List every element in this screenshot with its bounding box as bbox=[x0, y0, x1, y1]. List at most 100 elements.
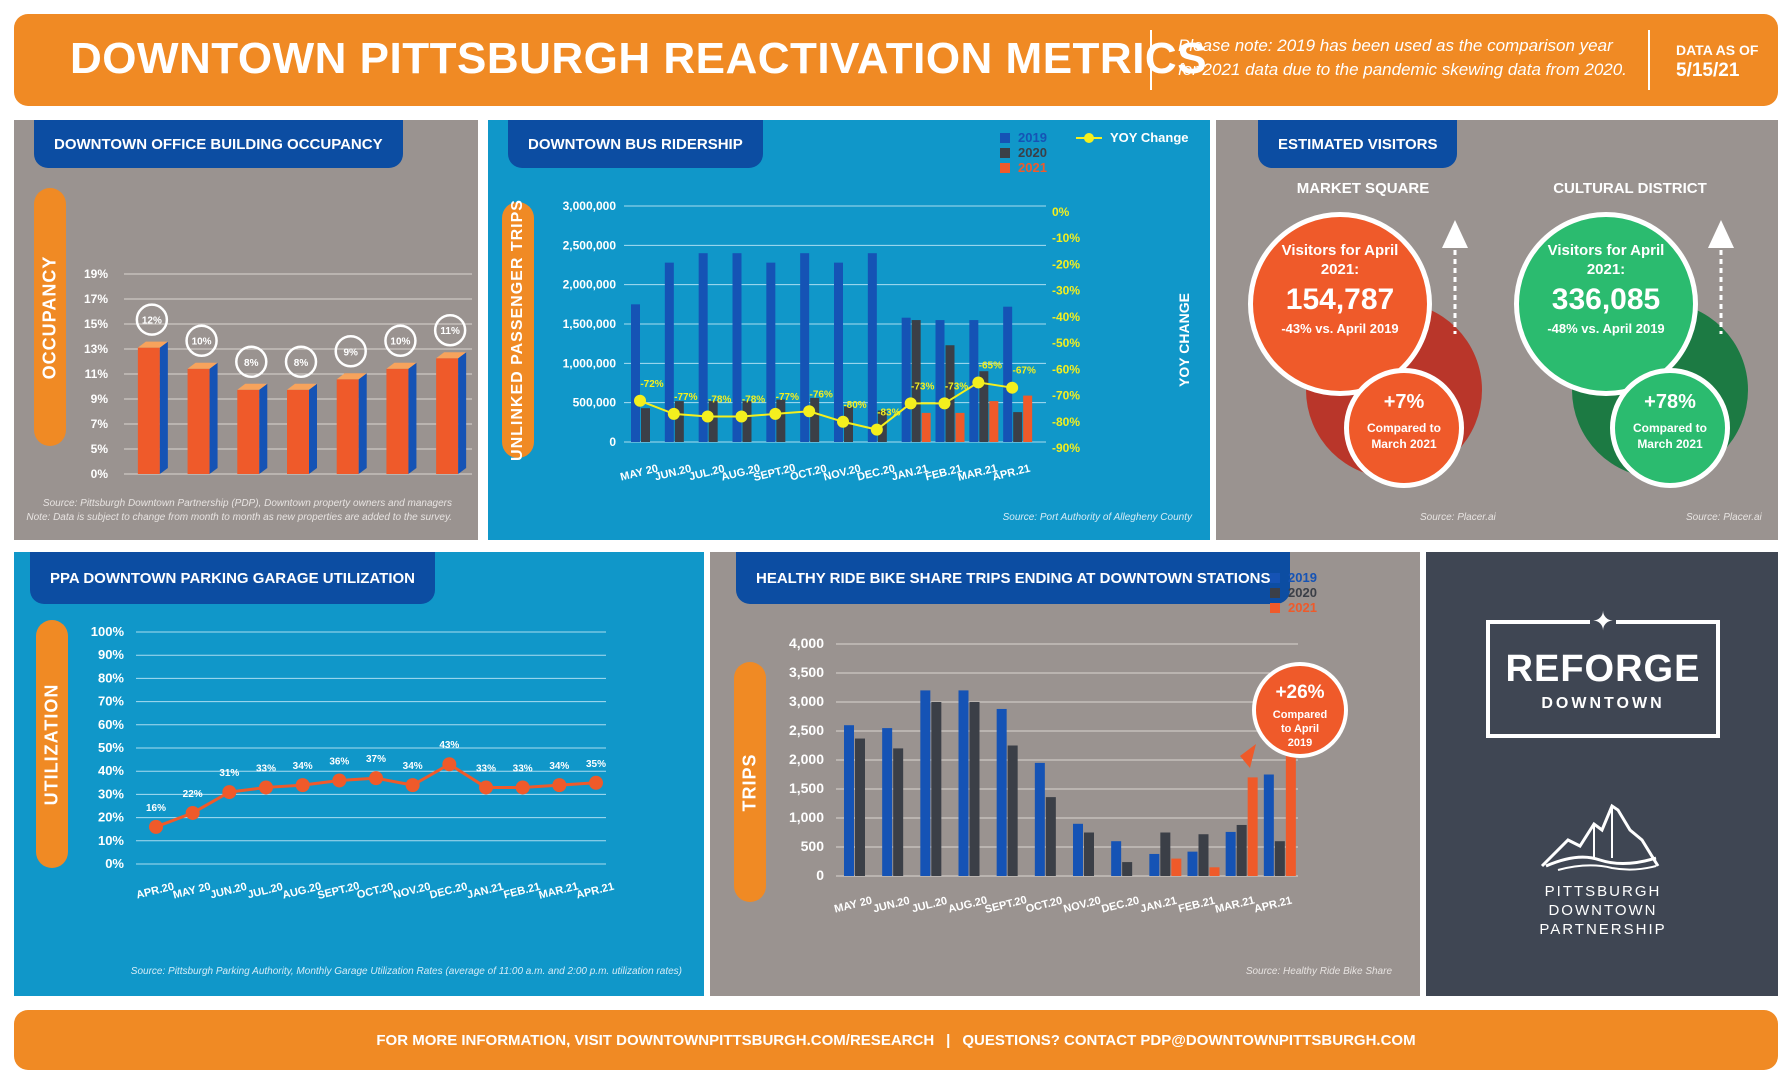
y-tick-label: 3,500 bbox=[789, 664, 824, 680]
yoy-label: -78% bbox=[708, 395, 731, 406]
y-tick-label: 0% bbox=[91, 467, 109, 480]
bike-chart: 0 500 1,000 1,500 2,000 2,500 3,000 3,500 4,000 M… bbox=[789, 635, 1298, 916]
x-tick-label: MAR.21 bbox=[538, 880, 580, 901]
y-tick-label: 1,500 bbox=[789, 780, 824, 796]
yoy-point bbox=[735, 410, 748, 423]
brand-panel: ✦ REFORGE DOWNTOWN PITTSBURGH DOWNTOWN P… bbox=[1426, 552, 1778, 996]
y-tick-label: 20% bbox=[98, 810, 124, 825]
data-label: 36% bbox=[329, 756, 349, 767]
x-tick-label: DEC.20 bbox=[1100, 895, 1140, 916]
y2-tick-label: -90% bbox=[1052, 441, 1080, 455]
bike-panel: HEALTHY RIDE BIKE SHARE TRIPS ENDING AT … bbox=[710, 552, 1420, 996]
bar-side bbox=[458, 352, 467, 474]
reforge-logo: ✦ REFORGE DOWNTOWN bbox=[1486, 606, 1720, 738]
bar-2020 bbox=[945, 345, 955, 442]
y-tick-label: 17% bbox=[84, 292, 108, 306]
data-label-circle bbox=[384, 324, 417, 357]
yoy-label: -77% bbox=[776, 392, 799, 403]
footer-contact-link[interactable]: QUESTIONS? CONTACT PDP@DOWNTOWNPITTSBURG… bbox=[962, 1031, 1416, 1049]
bar-2020 bbox=[969, 702, 980, 876]
y2-tick-label: -10% bbox=[1052, 231, 1080, 245]
legend-2021: 2021 bbox=[1270, 600, 1317, 615]
cultural-change-bubble: +78% Compared to March 2021 bbox=[1610, 368, 1730, 488]
utilization-point bbox=[479, 780, 493, 795]
data-label: 8% bbox=[294, 358, 309, 369]
bus-panel: DOWNTOWN BUS RIDERSHIP UNLINKED PASSENGE… bbox=[488, 120, 1210, 540]
bike-source: Source: Healthy Ride Bike Share bbox=[1245, 966, 1392, 977]
data-label-circle bbox=[334, 335, 367, 368]
bar-2019 bbox=[867, 253, 877, 442]
bus-axis-label: UNLINKED PASSENGER TRIPS bbox=[502, 199, 534, 461]
data-label: 16% bbox=[146, 803, 166, 814]
footer-research-link[interactable]: FOR MORE INFORMATION, VISIT DOWNTOWNPITT… bbox=[376, 1031, 935, 1049]
bar-2020 bbox=[1122, 862, 1133, 876]
up-arrow-icon bbox=[1442, 220, 1468, 334]
bar-2020 bbox=[674, 401, 684, 442]
y-tick-label: 2,500,000 bbox=[563, 238, 617, 252]
y2-tick-label: 0% bbox=[1052, 205, 1070, 219]
bar-2019 bbox=[901, 317, 911, 442]
data-label-circle bbox=[135, 303, 169, 336]
bike-axis-label: TRIPS bbox=[734, 662, 766, 902]
yoy-label: -65% bbox=[979, 360, 1002, 371]
bar-2019 bbox=[1073, 823, 1083, 876]
utilization-point bbox=[369, 771, 383, 786]
yoy-point bbox=[972, 376, 985, 389]
data-label-circle bbox=[433, 313, 467, 347]
y-tick-label: 3,000,000 bbox=[563, 199, 617, 213]
bar-2020 bbox=[810, 397, 820, 442]
y-tick-label: 0 bbox=[609, 435, 616, 449]
utilization-point bbox=[552, 778, 567, 793]
bar-2020 bbox=[1007, 745, 1018, 876]
bar bbox=[237, 389, 260, 474]
x-tick-label: APR.21 bbox=[575, 881, 615, 902]
bar-side bbox=[408, 362, 417, 474]
y-tick-label: 2,000,000 bbox=[563, 278, 617, 292]
pdp-logo-text: PITTSBURGH DOWNTOWN PARTNERSHIP bbox=[1539, 883, 1667, 938]
bar-side bbox=[309, 383, 317, 474]
bike-title: HEALTHY RIDE BIKE SHARE TRIPS ENDING AT … bbox=[736, 552, 1291, 604]
y-tick-label: 90% bbox=[98, 647, 124, 662]
x-tick-label: NOV.20 bbox=[392, 881, 432, 902]
data-label: 8% bbox=[244, 358, 259, 369]
header-divider bbox=[1648, 30, 1650, 90]
yoy-point bbox=[1006, 381, 1019, 394]
bar-top bbox=[436, 352, 467, 359]
bar-2021 bbox=[1247, 777, 1258, 876]
bar-2019 bbox=[1263, 774, 1274, 876]
bar-2020 bbox=[844, 406, 853, 442]
data-label: 12% bbox=[142, 316, 162, 327]
x-tick-label: MAY 20 bbox=[172, 881, 212, 902]
data-label-circle bbox=[185, 324, 218, 357]
data-label: 33% bbox=[256, 763, 276, 774]
y-tick-label: 40% bbox=[98, 763, 124, 778]
y-tick-label: 13% bbox=[84, 342, 108, 356]
y2-tick-label: -80% bbox=[1052, 415, 1080, 429]
bar-2019 bbox=[698, 253, 708, 442]
x-tick-label: JUN.20 bbox=[209, 881, 248, 902]
bar-2019 bbox=[1187, 851, 1198, 876]
bar-2019 bbox=[732, 253, 742, 442]
bar-2020 bbox=[1045, 797, 1056, 876]
header-banner: DOWNTOWN PITTSBURGH REACTIVATION METRICS… bbox=[14, 14, 1778, 106]
bar-2019 bbox=[631, 304, 640, 442]
bar bbox=[287, 389, 309, 474]
x-tick-label: APR.21 bbox=[991, 463, 1031, 484]
bar-2019 bbox=[664, 262, 674, 442]
data-label: 31% bbox=[219, 768, 239, 779]
y-tick-label: 3,000 bbox=[789, 693, 824, 709]
parking-source: Source: Pittsburgh Parking Authority, Mo… bbox=[130, 966, 682, 977]
bus-title: DOWNTOWN BUS RIDERSHIP bbox=[508, 120, 763, 168]
x-tick-label: JUN.20 bbox=[654, 463, 693, 484]
bar bbox=[187, 368, 210, 474]
parking-axis-label: UTILIZATION bbox=[36, 620, 68, 868]
y2-tick-label: -30% bbox=[1052, 284, 1080, 298]
x-tick-label: DEC.20 bbox=[428, 881, 468, 902]
bar-2019 bbox=[1111, 841, 1122, 876]
x-tick-label: AUG.20 bbox=[947, 894, 988, 915]
utilization-point bbox=[515, 780, 530, 795]
bar-2020 bbox=[1274, 841, 1285, 876]
yoy-point bbox=[701, 410, 714, 423]
yoy-point bbox=[870, 423, 883, 436]
bar-2019 bbox=[996, 708, 1007, 876]
